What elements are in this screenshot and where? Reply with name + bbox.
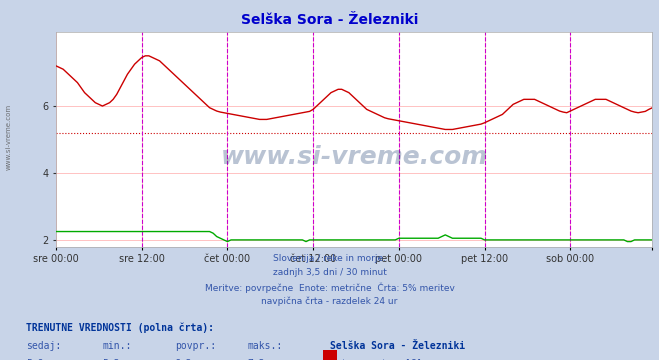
Text: Selška Sora - Železniki: Selška Sora - Železniki (330, 341, 465, 351)
Text: zadnjh 3,5 dni / 30 minut: zadnjh 3,5 dni / 30 minut (273, 268, 386, 277)
Text: www.si-vreme.com: www.si-vreme.com (221, 145, 488, 168)
Text: TRENUTNE VREDNOSTI (polna črta):: TRENUTNE VREDNOSTI (polna črta): (26, 322, 214, 333)
Text: Slovenija / reke in morje.: Slovenija / reke in morje. (273, 254, 386, 263)
Text: 5,9: 5,9 (26, 359, 44, 360)
Text: 7,3: 7,3 (247, 359, 265, 360)
Text: www.si-vreme.com: www.si-vreme.com (5, 104, 12, 170)
Text: sedaj:: sedaj: (26, 341, 61, 351)
Text: 5,3: 5,3 (102, 359, 120, 360)
Text: povpr.:: povpr.: (175, 341, 215, 351)
Text: temperatura[C]: temperatura[C] (341, 359, 423, 360)
Text: min.:: min.: (102, 341, 132, 351)
Text: Selška Sora - Železniki: Selška Sora - Železniki (241, 13, 418, 27)
Text: Meritve: povrpečne  Enote: metrične  Črta: 5% meritev: Meritve: povrpečne Enote: metrične Črta:… (204, 283, 455, 293)
Text: maks.:: maks.: (247, 341, 282, 351)
Text: navpična črta - razdelek 24 ur: navpična črta - razdelek 24 ur (262, 297, 397, 306)
Text: 6,2: 6,2 (175, 359, 192, 360)
